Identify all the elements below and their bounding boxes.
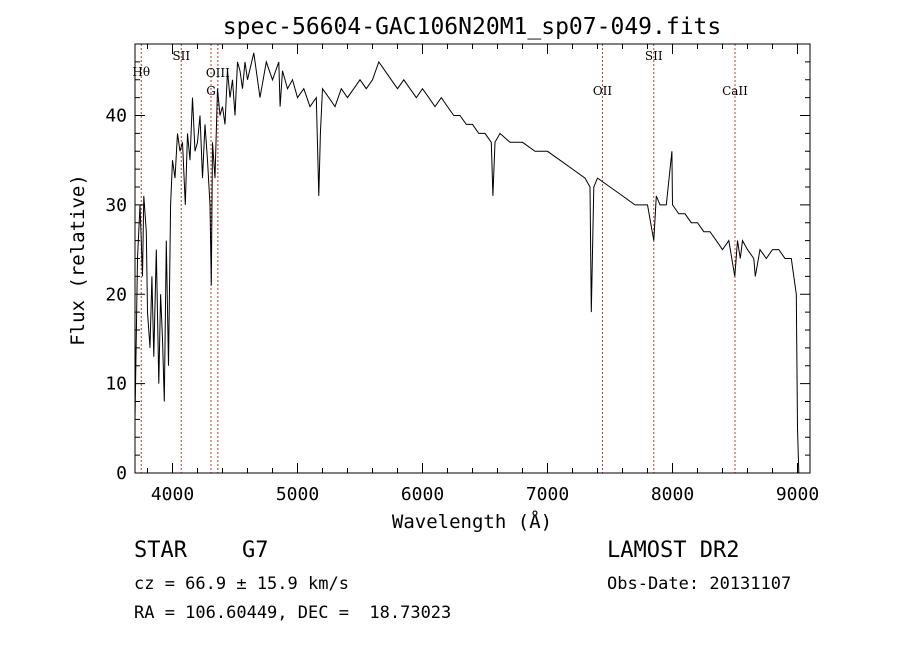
y-axis-label: Flux (relative) xyxy=(67,174,89,346)
x-axis: 4000 5000 6000 7000 8000 9000 xyxy=(147,44,819,505)
x-axis-label: Wavelength (Å) xyxy=(392,510,552,533)
line-marker-label: SII xyxy=(645,49,663,63)
spectrum-line xyxy=(134,52,800,474)
y-tick-label: 30 xyxy=(105,195,127,216)
spectrum-series xyxy=(134,52,800,474)
coordinates: RA = 106.60449, DEC = 18.73023 xyxy=(134,603,452,623)
chart-title: spec-56604-GAC106N20M1_sp07-049.fits xyxy=(223,14,722,40)
observation-date: Obs-Date: 20131107 xyxy=(607,574,792,594)
line-marker-label: Hθ xyxy=(132,65,150,79)
line-marker-label: CaII xyxy=(722,84,748,98)
x-tick-label: 5000 xyxy=(276,484,319,505)
object-subclass: G7 xyxy=(242,538,269,563)
line-marker-label: OII xyxy=(593,84,613,98)
line-marker-label: OIII xyxy=(206,66,230,80)
y-tick-label: 40 xyxy=(105,106,127,127)
y-tick-label: 0 xyxy=(116,463,127,484)
object-class: STAR xyxy=(134,538,187,563)
line-markers: Hθ SII G OIII OII SII CaII xyxy=(132,44,748,473)
x-tick-label: 8000 xyxy=(651,484,694,505)
y-tick-label: 20 xyxy=(105,284,127,305)
plot-frame xyxy=(134,43,811,474)
x-tick-label: 6000 xyxy=(401,484,444,505)
x-tick-label: 9000 xyxy=(776,484,819,505)
line-marker-label: SII xyxy=(172,49,190,63)
y-axis: 0 10 20 30 40 xyxy=(105,61,810,484)
x-tick-label: 4000 xyxy=(151,484,194,505)
y-tick-label: 10 xyxy=(105,374,127,395)
redshift-velocity: cz = 66.9 ± 15.9 km/s xyxy=(134,574,349,594)
x-tick-label: 7000 xyxy=(526,484,569,505)
survey-name: LAMOST DR2 xyxy=(607,538,740,563)
line-marker-label: G xyxy=(206,84,216,98)
